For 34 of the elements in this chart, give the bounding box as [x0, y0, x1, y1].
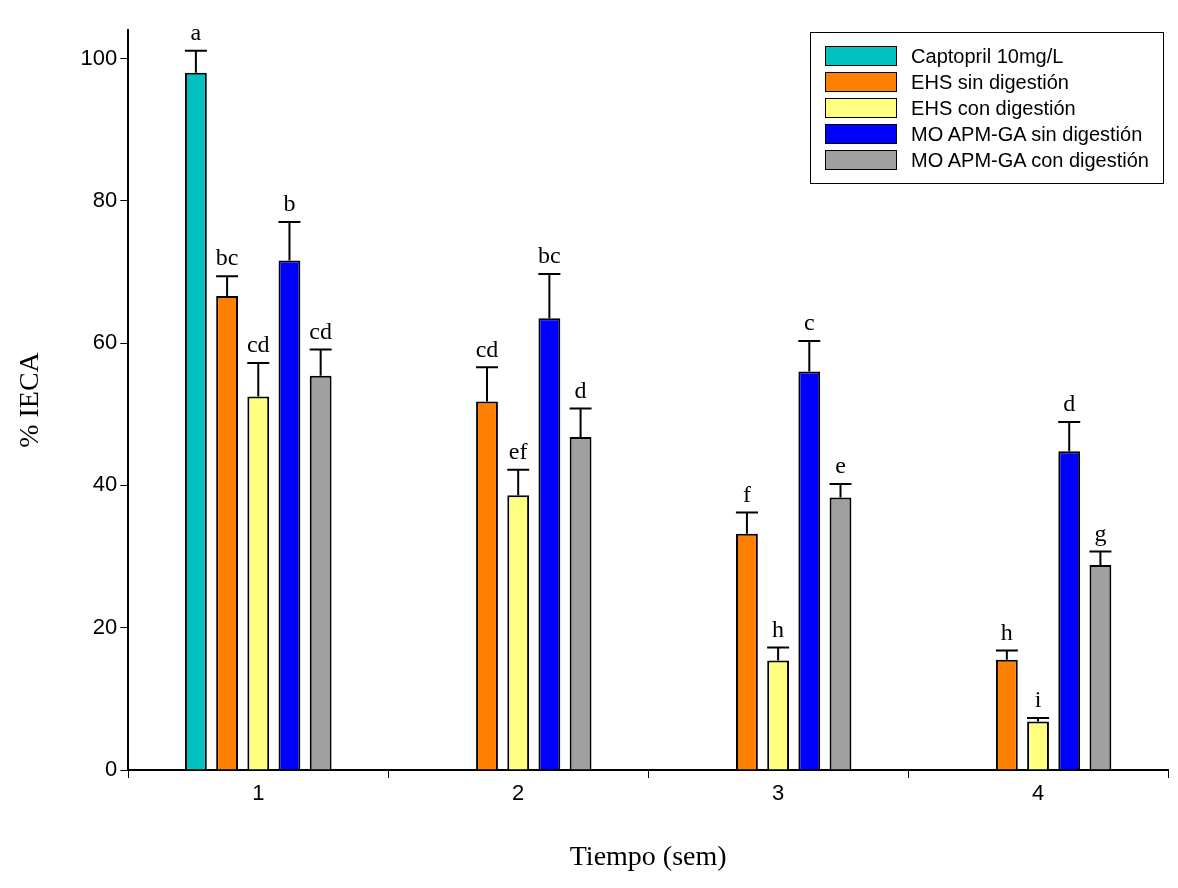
- legend-label: EHS con digestión: [911, 96, 1076, 120]
- x-tick-label: 4: [1031, 780, 1045, 806]
- x-tick-label: 1: [252, 780, 265, 806]
- x-tick-label: 3: [771, 780, 785, 806]
- y-tick-label: 40: [92, 471, 118, 497]
- y-tick-label: 60: [92, 329, 118, 355]
- data-label: c: [803, 309, 815, 336]
- data-label: bc: [538, 242, 561, 269]
- y-axis-title: % IECA: [13, 351, 45, 448]
- data-label: h: [772, 615, 785, 642]
- data-label: d: [1063, 390, 1076, 417]
- data-label: bc: [215, 244, 239, 271]
- x-axis-title: Tiempo (sem): [569, 839, 727, 871]
- data-label: cd: [475, 335, 499, 362]
- y-tick-label: 100: [80, 44, 118, 70]
- y-tick-label: 80: [92, 186, 118, 212]
- data-label: h: [1000, 618, 1013, 645]
- data-label: a: [190, 18, 202, 45]
- y-tick-label: 20: [92, 613, 118, 639]
- legend-label: MO APM-GA sin digestión: [911, 122, 1143, 146]
- data-label: f: [742, 480, 751, 507]
- x-tick-label: 2: [512, 780, 525, 806]
- data-label: e: [835, 452, 846, 479]
- y-tick-label: 0: [105, 756, 118, 782]
- legend-label: Captopril 10mg/L: [911, 44, 1064, 68]
- data-label: ef: [508, 438, 528, 465]
- data-label: cd: [309, 317, 332, 344]
- data-label: i: [1034, 686, 1042, 713]
- data-label: cd: [246, 331, 270, 358]
- legend-label: EHS sin digestión: [911, 70, 1069, 94]
- data-label: d: [574, 376, 587, 403]
- data-label: b: [283, 190, 296, 217]
- data-label: g: [1094, 519, 1107, 546]
- legend-label: MO APM-GA con digestión: [911, 148, 1149, 172]
